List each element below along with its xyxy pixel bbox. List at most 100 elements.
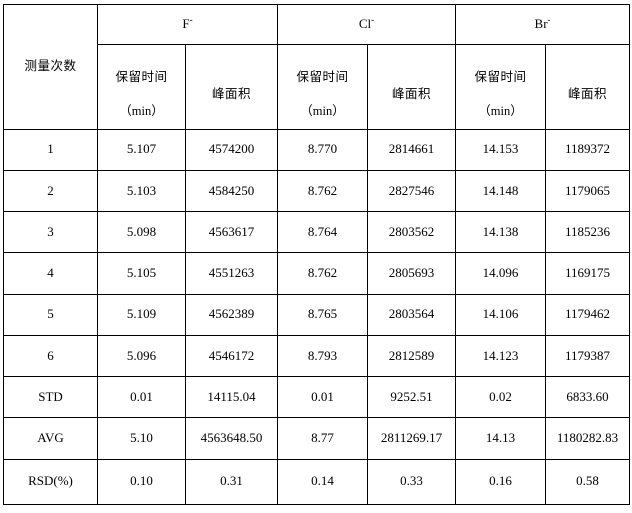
cell-retention-time-f: 0.10 [97, 458, 186, 506]
table-row: 4 5.105 4551263 8.762 2805693 14.096 116… [3, 252, 631, 295]
cell-peak-area-f: 4584250 [184, 169, 279, 213]
index-header-label: 测量次数 [24, 58, 77, 74]
cell-retention-time-cl: 8.762 [277, 169, 369, 213]
table-row: 1 5.107 4574200 8.770 2814661 14.153 118… [3, 128, 631, 171]
cell-retention-time-f: 0.01 [97, 376, 186, 419]
retention-time-label: 保留时间 [296, 68, 349, 84]
peak-area-label: 峰面积 [568, 85, 608, 101]
cell-retention-time-cl: 8.764 [277, 211, 369, 254]
cell-peak-area-br: 1179065 [545, 169, 631, 213]
index-header-cell: 测量次数 [3, 4, 98, 130]
cell-peak-area-f: 4574200 [184, 128, 279, 171]
cell-peak-area-f: 4546172 [184, 334, 279, 378]
ion-header-row: 测量次数 F- Cl- Br- [3, 3, 631, 130]
cell-peak-area-f: 14115.04 [184, 376, 279, 419]
row-label: 2 [3, 169, 98, 213]
cell-retention-time-br: 0.16 [455, 458, 547, 506]
ion-header-cell-br: Br- [455, 3, 631, 46]
cell-peak-area-br: 1185236 [545, 211, 631, 254]
cell-retention-time-cl: 0.14 [277, 458, 369, 506]
cell-retention-time-br: 0.02 [455, 376, 547, 419]
row-label: STD [3, 376, 98, 419]
cell-retention-time-f: 5.096 [97, 334, 186, 378]
table-body: 测量次数 F- Cl- Br- 保留时间 （min） 峰面积 [3, 3, 631, 506]
cell-retention-time-br: 14.153 [455, 128, 547, 171]
table-row: 2 5.103 4584250 8.762 2827546 14.148 117… [3, 169, 631, 213]
cell-peak-area-cl: 0.33 [367, 458, 457, 506]
table-row-rsd: RSD(%) 0.10 0.31 0.14 0.33 0.16 0.58 [3, 458, 631, 506]
row-label: AVG [3, 417, 98, 460]
cell-peak-area-f: 4562389 [184, 293, 279, 336]
cell-peak-area-br: 1169175 [545, 252, 631, 295]
cell-peak-area-cl: 2827546 [367, 169, 457, 213]
cell-retention-time-f: 5.098 [97, 211, 186, 254]
subheader-peak-area-br: 峰面积 [545, 44, 631, 130]
cell-peak-area-br: 6833.60 [545, 376, 631, 419]
row-label: 1 [3, 128, 98, 171]
cell-peak-area-f: 0.31 [184, 458, 279, 506]
cell-peak-area-cl: 9252.51 [367, 376, 457, 419]
ion-header-cell-f: F- [96, 3, 279, 46]
cell-peak-area-br: 1179462 [545, 293, 631, 336]
subheader-retention-time-cl: 保留时间 （min） [277, 44, 369, 130]
cell-peak-area-br: 1189372 [545, 128, 631, 171]
subheader-peak-area-cl: 峰面积 [367, 44, 457, 130]
cell-retention-time-cl: 8.77 [277, 417, 369, 460]
cell-peak-area-br: 0.58 [545, 458, 631, 506]
peak-area-label: 峰面积 [392, 85, 432, 101]
row-label: 5 [3, 293, 98, 336]
cell-retention-time-br: 14.123 [455, 334, 547, 378]
cell-peak-area-cl: 2805693 [367, 252, 457, 295]
table-row: 3 5.098 4563617 8.764 2803562 14.138 118… [3, 211, 631, 254]
peak-area-label: 峰面积 [212, 85, 252, 101]
row-label: RSD(%) [3, 458, 98, 506]
retention-time-label: 保留时间 [115, 68, 168, 84]
cell-retention-time-br: 14.106 [455, 293, 547, 336]
cell-retention-time-f: 5.10 [97, 417, 186, 460]
table-row-std: STD 0.01 14115.04 0.01 9252.51 0.02 6833… [3, 376, 631, 419]
row-label: 4 [3, 252, 98, 295]
ion-label-br: Br- [534, 14, 551, 32]
subheader-retention-time-f: 保留时间 （min） [97, 44, 186, 130]
cell-peak-area-cl: 2814661 [367, 128, 457, 171]
retention-time-unit: （min） [300, 103, 345, 118]
retention-time-unit: （min） [119, 103, 164, 118]
table-row: 5 5.109 4562389 8.765 2803564 14.106 117… [3, 293, 631, 336]
cell-peak-area-cl: 2803562 [367, 211, 457, 254]
measurement-results-table-container: 测量次数 F- Cl- Br- 保留时间 （min） 峰面积 [3, 3, 631, 506]
cell-peak-area-br: 1180282.83 [545, 417, 631, 460]
cell-retention-time-f: 5.109 [97, 293, 186, 336]
cell-retention-time-cl: 8.793 [277, 334, 369, 378]
cell-peak-area-cl: 2803564 [367, 293, 457, 336]
cell-peak-area-f: 4551263 [184, 252, 279, 295]
cell-peak-area-f: 4563648.50 [184, 417, 279, 460]
cell-retention-time-br: 14.138 [455, 211, 547, 254]
retention-time-label: 保留时间 [474, 68, 527, 84]
cell-retention-time-f: 5.107 [97, 128, 186, 171]
row-label: 6 [3, 334, 98, 378]
cell-peak-area-f: 4563617 [184, 211, 279, 254]
cell-peak-area-cl: 2812589 [367, 334, 457, 378]
ion-label-f: F- [182, 14, 193, 32]
cell-retention-time-br: 14.096 [455, 252, 547, 295]
subheader-retention-time-br: 保留时间 （min） [455, 44, 547, 130]
cell-retention-time-br: 14.13 [455, 417, 547, 460]
cell-retention-time-br: 14.148 [455, 169, 547, 213]
cell-retention-time-f: 5.103 [97, 169, 186, 213]
cell-peak-area-br: 1179387 [545, 334, 631, 378]
sub-header-row: 保留时间 （min） 峰面积 保留时间 （min） 峰面积 保留时间 （min） [4, 44, 631, 130]
cell-retention-time-f: 5.105 [97, 252, 186, 295]
row-label: 3 [3, 211, 98, 254]
cell-retention-time-cl: 8.770 [277, 128, 369, 171]
cell-retention-time-cl: 8.762 [277, 252, 369, 295]
cell-retention-time-cl: 8.765 [277, 293, 369, 336]
table-row-avg: AVG 5.10 4563648.50 8.77 2811269.17 14.1… [3, 417, 631, 460]
measurement-results-table: 测量次数 F- Cl- Br- 保留时间 （min） 峰面积 [3, 3, 631, 506]
subheader-peak-area-f: 峰面积 [184, 44, 279, 130]
ion-label-cl: Cl- [358, 14, 375, 32]
table-row: 6 5.096 4546172 8.793 2812589 14.123 117… [3, 334, 631, 378]
retention-time-unit: （min） [478, 103, 523, 118]
ion-header-cell-cl: Cl- [277, 3, 457, 46]
cell-retention-time-cl: 0.01 [277, 376, 369, 419]
cell-peak-area-cl: 2811269.17 [367, 417, 457, 460]
